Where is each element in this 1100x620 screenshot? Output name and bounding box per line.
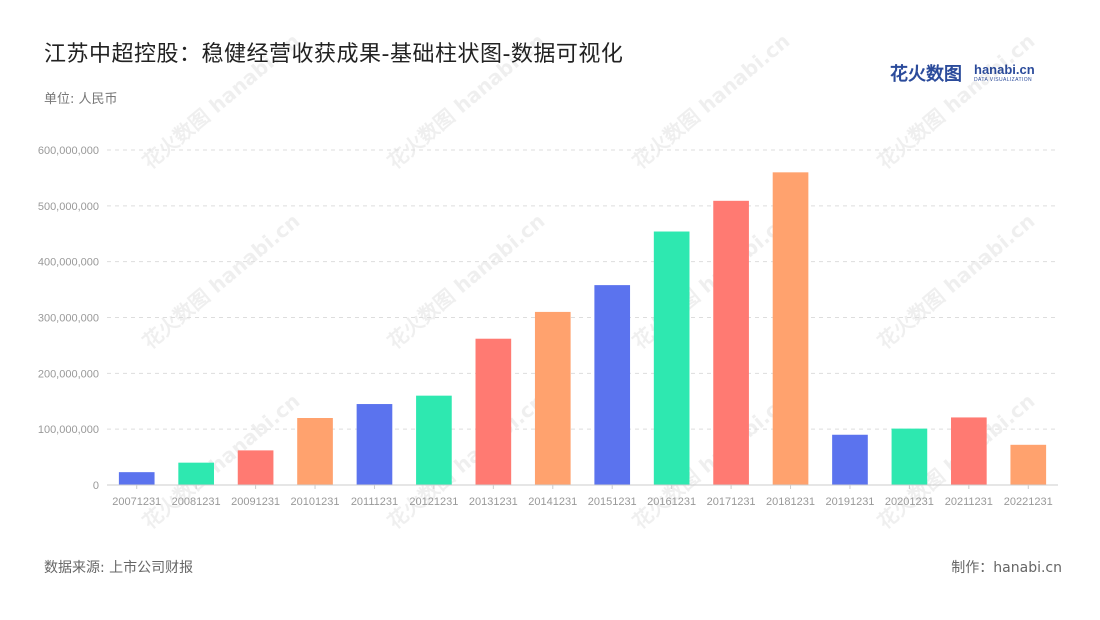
y-tick-label: 400,000,000 [38,257,99,269]
bar [653,231,690,485]
logo-cn-text: 花火数图 [890,64,962,85]
y-tick-label: 600,000,000 [38,145,99,157]
logo-en-subtext: DATA VISUALIZATION [974,77,1033,83]
x-tick-label: 20141231 [528,496,577,508]
x-tick-label: 20071231 [112,496,161,508]
y-tick-label: 100,000,000 [38,424,99,436]
bar [534,311,571,485]
x-tick-label: 20151231 [588,496,637,508]
watermark-text: 花火数图 hanabi.cn [138,29,305,174]
x-tick-label: 20081231 [172,496,221,508]
x-tick-label: 20181231 [766,496,815,508]
y-tick-label: 0 [93,480,99,492]
x-tick-label: 20191231 [825,496,874,508]
bar [475,338,512,485]
bar [1010,444,1047,485]
watermark-text: 花火数图 hanabi.cn [383,209,550,354]
bars-group [118,172,1047,486]
bar [356,404,393,485]
chart-title: 江苏中超控股：稳健经营收获成果-基础柱状图-数据可视化 [44,42,624,67]
unit-label: 单位: 人民币 [44,92,118,107]
bar [832,434,868,485]
y-tick-label: 300,000,000 [38,313,99,325]
bar [772,172,809,486]
x-tick-label: 20121231 [409,496,458,508]
bar [118,472,155,485]
x-tick-label: 20101231 [291,496,340,508]
bar [951,417,987,485]
bar [178,462,214,485]
x-tick-label: 20111231 [351,496,398,508]
watermark-text: 花火数图 hanabi.cn [138,389,305,534]
x-tick-label: 20211231 [945,496,993,508]
bar [237,450,274,485]
y-tick-label: 500,000,000 [38,201,99,213]
watermark-text: 花火数图 hanabi.cn [628,209,795,354]
watermark-text: 花火数图 hanabi.cn [383,389,550,534]
grid-lines [107,149,1058,430]
watermark-text: 花火数图 hanabi.cn [628,29,795,174]
x-tick-label: 20131231 [469,496,518,508]
bar [594,285,631,485]
watermark-text: 花火数图 hanabi.cn [383,29,550,174]
brand-logo: 花火数图 hanabi.cn DATA VISUALIZATION [890,58,1040,88]
data-source: 数据来源: 上市公司财报 [44,560,194,576]
bar [891,428,928,485]
x-tick-label: 20221231 [1004,496,1053,508]
x-tick-label: 20091231 [231,496,280,508]
bar [713,200,749,485]
bar [297,418,333,485]
watermark-text: 花火数图 hanabi.cn [873,209,1040,354]
x-tick-label: 20201231 [885,496,934,508]
logo-en-text: hanabi.cn [974,62,1035,77]
x-tick-label: 20171231 [707,496,756,508]
y-tick-label: 200,000,000 [38,368,99,380]
x-axis: 20071231 20081231 20091231 20101231 20111231… [107,484,1058,508]
watermark-text: 花火数图 hanabi.cn [628,389,795,534]
y-axis: 0 100,000,000 200,000,000 300,000,000 400,00… [38,145,99,492]
watermark-text: 花火数图 hanabi.cn [138,209,305,354]
x-tick-label: 20161231 [647,496,696,508]
bar [416,395,452,485]
credit: 制作：hanabi.cn [951,560,1062,576]
watermark-text: 花火数图 hanabi.cn [873,29,1040,174]
